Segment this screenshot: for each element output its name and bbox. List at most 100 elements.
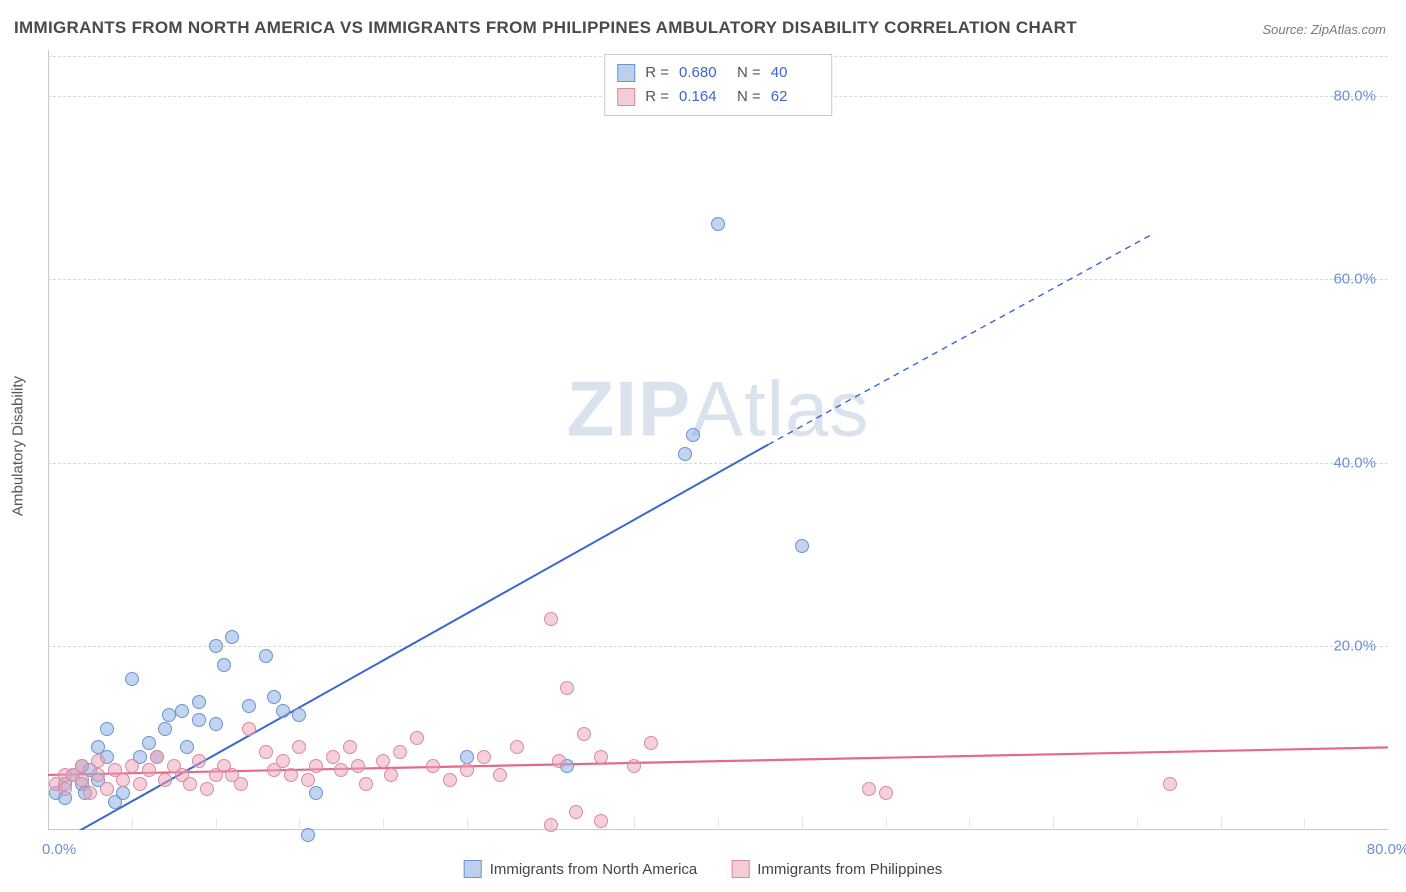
plot-area: ZIPAtlas R = 0.680 N = 40 R = 0.164 N = …	[48, 50, 1388, 830]
point-philippines	[569, 805, 583, 819]
point-north-america	[225, 630, 239, 644]
point-philippines	[75, 773, 89, 787]
point-philippines	[83, 786, 97, 800]
y-axis-label: Ambulatory Disability	[10, 376, 27, 516]
chart-title: IMMIGRANTS FROM NORTH AMERICA VS IMMIGRA…	[14, 18, 1077, 38]
point-philippines	[393, 745, 407, 759]
point-philippines	[91, 768, 105, 782]
n-label: N =	[737, 61, 761, 85]
point-north-america	[292, 708, 306, 722]
point-north-america	[209, 717, 223, 731]
legend-label-1: Immigrants from Philippines	[757, 861, 942, 878]
point-north-america	[686, 428, 700, 442]
grid-line-h	[48, 279, 1388, 280]
x-tick-mark	[802, 818, 803, 830]
point-north-america	[795, 539, 809, 553]
point-north-america	[125, 672, 139, 686]
point-philippines	[560, 681, 574, 695]
point-philippines	[410, 731, 424, 745]
point-north-america	[116, 786, 130, 800]
r-value-0: 0.680	[679, 61, 727, 85]
point-philippines	[150, 750, 164, 764]
y-axis-line	[48, 50, 49, 830]
watermark-rest: Atlas	[691, 364, 869, 452]
point-philippines	[158, 773, 172, 787]
x-tick-origin: 0.0%	[42, 841, 76, 858]
watermark-bold: ZIP	[567, 364, 691, 452]
swatch-pink	[731, 860, 749, 878]
source-attribution: Source: ZipAtlas.com	[1262, 22, 1386, 37]
grid-line-h	[48, 646, 1388, 647]
point-philippines	[577, 727, 591, 741]
point-philippines	[426, 759, 440, 773]
point-philippines	[309, 759, 323, 773]
point-north-america	[301, 828, 315, 842]
point-north-america	[678, 447, 692, 461]
point-philippines	[234, 777, 248, 791]
point-philippines	[510, 740, 524, 754]
point-philippines	[259, 745, 273, 759]
point-philippines	[627, 759, 641, 773]
y-tick-label: 20.0%	[1333, 638, 1376, 655]
x-tick-mark	[1221, 818, 1222, 830]
point-north-america	[460, 750, 474, 764]
x-tick-mark	[216, 818, 217, 830]
x-tick-mark	[1137, 818, 1138, 830]
point-north-america	[192, 713, 206, 727]
stats-legend-box: R = 0.680 N = 40 R = 0.164 N = 62	[604, 54, 832, 116]
x-tick-mark	[383, 818, 384, 830]
point-philippines	[276, 754, 290, 768]
point-north-america	[158, 722, 172, 736]
legend-label-0: Immigrants from North America	[490, 861, 698, 878]
legend-item-0: Immigrants from North America	[464, 860, 698, 878]
point-philippines	[91, 754, 105, 768]
watermark: ZIPAtlas	[567, 363, 870, 454]
point-philippines	[594, 750, 608, 764]
point-north-america	[217, 658, 231, 672]
point-philippines	[284, 768, 298, 782]
point-philippines	[477, 750, 491, 764]
x-tick-mark	[634, 818, 635, 830]
point-north-america	[142, 736, 156, 750]
point-philippines	[644, 736, 658, 750]
point-philippines	[1163, 777, 1177, 791]
point-philippines	[351, 759, 365, 773]
point-north-america	[276, 704, 290, 718]
x-tick-mark	[1304, 818, 1305, 830]
point-north-america	[192, 695, 206, 709]
point-philippines	[594, 814, 608, 828]
point-north-america	[711, 217, 725, 231]
point-philippines	[544, 818, 558, 832]
point-philippines	[544, 612, 558, 626]
point-north-america	[162, 708, 176, 722]
x-tick-mark	[467, 818, 468, 830]
y-tick-label: 40.0%	[1333, 454, 1376, 471]
grid-line-h	[48, 463, 1388, 464]
n-value-0: 40	[771, 61, 819, 85]
point-philippines	[100, 782, 114, 796]
point-north-america	[180, 740, 194, 754]
point-philippines	[359, 777, 373, 791]
point-philippines	[384, 768, 398, 782]
point-philippines	[343, 740, 357, 754]
point-philippines	[125, 759, 139, 773]
point-philippines	[493, 768, 507, 782]
point-north-america	[259, 649, 273, 663]
stats-row-series-0: R = 0.680 N = 40	[617, 61, 819, 85]
y-tick-label: 80.0%	[1333, 87, 1376, 104]
r-label: R =	[645, 61, 669, 85]
point-north-america	[267, 690, 281, 704]
n-label: N =	[737, 85, 761, 109]
r-value-1: 0.164	[679, 85, 727, 109]
x-tick-mark	[969, 818, 970, 830]
point-philippines	[292, 740, 306, 754]
swatch-blue	[464, 860, 482, 878]
x-tick-mark	[132, 818, 133, 830]
point-philippines	[460, 763, 474, 777]
swatch-pink	[617, 88, 635, 106]
bottom-legend: Immigrants from North America Immigrants…	[464, 860, 943, 878]
point-philippines	[552, 754, 566, 768]
x-tick-mark	[299, 818, 300, 830]
stats-row-series-1: R = 0.164 N = 62	[617, 85, 819, 109]
point-north-america	[209, 639, 223, 653]
